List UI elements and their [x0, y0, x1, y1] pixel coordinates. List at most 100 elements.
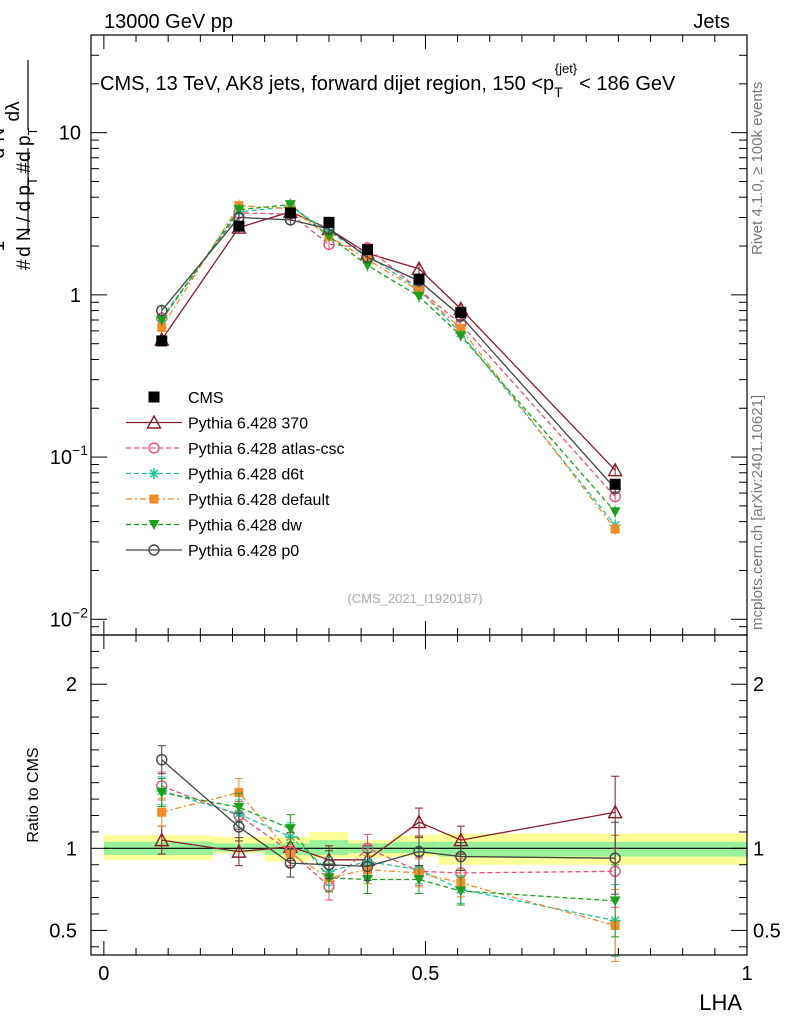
legend-item: Pythia 6.428 default — [126, 492, 330, 509]
series-point — [156, 304, 168, 317]
main-title-sub: T — [554, 84, 563, 100]
legend-item: Pythia 6.428 370 — [126, 414, 308, 433]
legend-item: Pythia 6.428 d6t — [126, 467, 304, 484]
ratio-point — [156, 754, 168, 766]
legend-marker — [149, 494, 159, 504]
ratio-y-tick-label-right: 0.5 — [753, 920, 781, 942]
legend-marker — [148, 520, 160, 530]
ratio-y-tick-label: 1 — [66, 838, 77, 860]
ratio-point — [234, 788, 244, 798]
legend-item-cms: CMS — [148, 390, 224, 407]
x-tick-label: 0.5 — [412, 963, 440, 985]
y-label-subscript: T — [25, 127, 40, 135]
x-tick-label: 0 — [98, 963, 109, 985]
ratio-point — [231, 843, 247, 858]
ratio-point — [156, 788, 168, 799]
rivet-label: Rivet 4.1.0, ≥ 100k events — [749, 82, 766, 255]
ratio-point — [455, 850, 467, 863]
legend-item: Pythia 6.428 dw — [126, 518, 302, 535]
series-point — [456, 324, 466, 334]
y-tick-label: 10 — [59, 123, 81, 145]
y-label-denominator: d p — [14, 135, 35, 161]
series-point — [413, 291, 425, 302]
ratio-point — [284, 857, 297, 869]
y-tick-exponent: −2 — [72, 604, 88, 620]
y-tick-base: 10 — [50, 447, 72, 469]
cms-point — [455, 306, 467, 318]
series-point — [455, 331, 467, 342]
series-line — [161, 211, 616, 471]
series-line — [161, 203, 616, 513]
legend-marker — [146, 414, 162, 429]
y-label-hash: # — [14, 259, 35, 270]
header-left: 13000 GeV pp — [104, 11, 233, 33]
series-point — [609, 507, 621, 518]
series-3 — [157, 199, 620, 536]
ratio-point — [157, 807, 167, 817]
legend-label: Pythia 6.428 dw — [188, 518, 302, 535]
ratio-series-5 — [156, 745, 621, 895]
ratio-point — [361, 860, 374, 873]
legend-label: Pythia 6.428 d6t — [188, 467, 304, 484]
ratio-point — [323, 859, 335, 871]
legend-marker — [148, 468, 160, 479]
legend-label: Pythia 6.428 p0 — [188, 543, 299, 560]
ratio-point — [411, 814, 427, 829]
legend-item: Pythia 6.428 atlas-csc — [126, 441, 345, 458]
ratio-y-tick-label-right: 2 — [753, 674, 764, 696]
y-label-lambda: dλ — [3, 101, 24, 122]
ratio-point — [154, 832, 170, 847]
legend-label: Pythia 6.428 370 — [188, 416, 308, 433]
star-stroke — [149, 469, 159, 478]
x-tick-label: 1 — [741, 963, 752, 985]
header-right: Jets — [693, 11, 730, 33]
ratio-point — [284, 824, 296, 835]
ratio-point — [455, 886, 467, 897]
ratio-point — [609, 896, 621, 907]
legend-item: Pythia 6.428 p0 — [126, 543, 299, 560]
ratio-line — [161, 811, 616, 861]
y-label-subscript: T — [25, 177, 40, 185]
series-line — [161, 212, 616, 498]
series-line — [161, 216, 616, 489]
mcplots-label: mcplots.cern.ch [arXiv:2401.10621] — [749, 395, 766, 630]
ratio-band-green — [438, 841, 747, 857]
cms-point — [362, 244, 374, 256]
y-tick-exponent: −1 — [72, 442, 88, 458]
cms-point — [156, 335, 168, 347]
x-axis-label: LHA — [699, 990, 742, 1015]
ratio-point — [607, 804, 623, 819]
legend-label: CMS — [188, 390, 224, 407]
series-line — [161, 204, 616, 530]
ratio-line — [161, 790, 616, 922]
ratio-y-tick-label: 2 — [66, 674, 77, 696]
ratio-series-2 — [156, 776, 621, 958]
ratio-y-axis-label: Ratio to CMS — [25, 747, 42, 842]
cms-point — [609, 478, 621, 490]
ratio-point — [233, 802, 245, 813]
y-label-numerator: 1 — [0, 241, 9, 252]
ratio-series-3 — [157, 778, 620, 962]
ratio-point — [413, 875, 425, 886]
ratio-y-tick-label-right: 1 — [753, 838, 764, 860]
main-title: CMS, 13 TeV, AK8 jets, forward dijet reg… — [100, 61, 676, 100]
legend-marker — [148, 544, 160, 556]
main-title-start: CMS, 13 TeV, AK8 jets, forward dijet reg… — [100, 73, 554, 95]
y-label-denominator: d N / d p — [14, 185, 35, 257]
cms-point — [284, 207, 296, 219]
legend-label: Pythia 6.428 atlas-csc — [188, 441, 345, 458]
cms-data — [156, 207, 621, 490]
ratio-point — [233, 821, 245, 833]
cms-point — [413, 273, 425, 285]
ratio-line — [161, 791, 616, 927]
ratio-point — [413, 845, 425, 858]
cms-point — [233, 220, 245, 232]
ratio-line — [161, 791, 616, 902]
cms-point — [323, 216, 335, 228]
ratio-frame — [90, 634, 748, 956]
legend: CMS Pythia 6.428 370 Pythia 6.428 atlas-cs… — [126, 390, 345, 560]
series-point — [607, 462, 623, 477]
y-tick-label: 10−2 — [50, 604, 88, 631]
